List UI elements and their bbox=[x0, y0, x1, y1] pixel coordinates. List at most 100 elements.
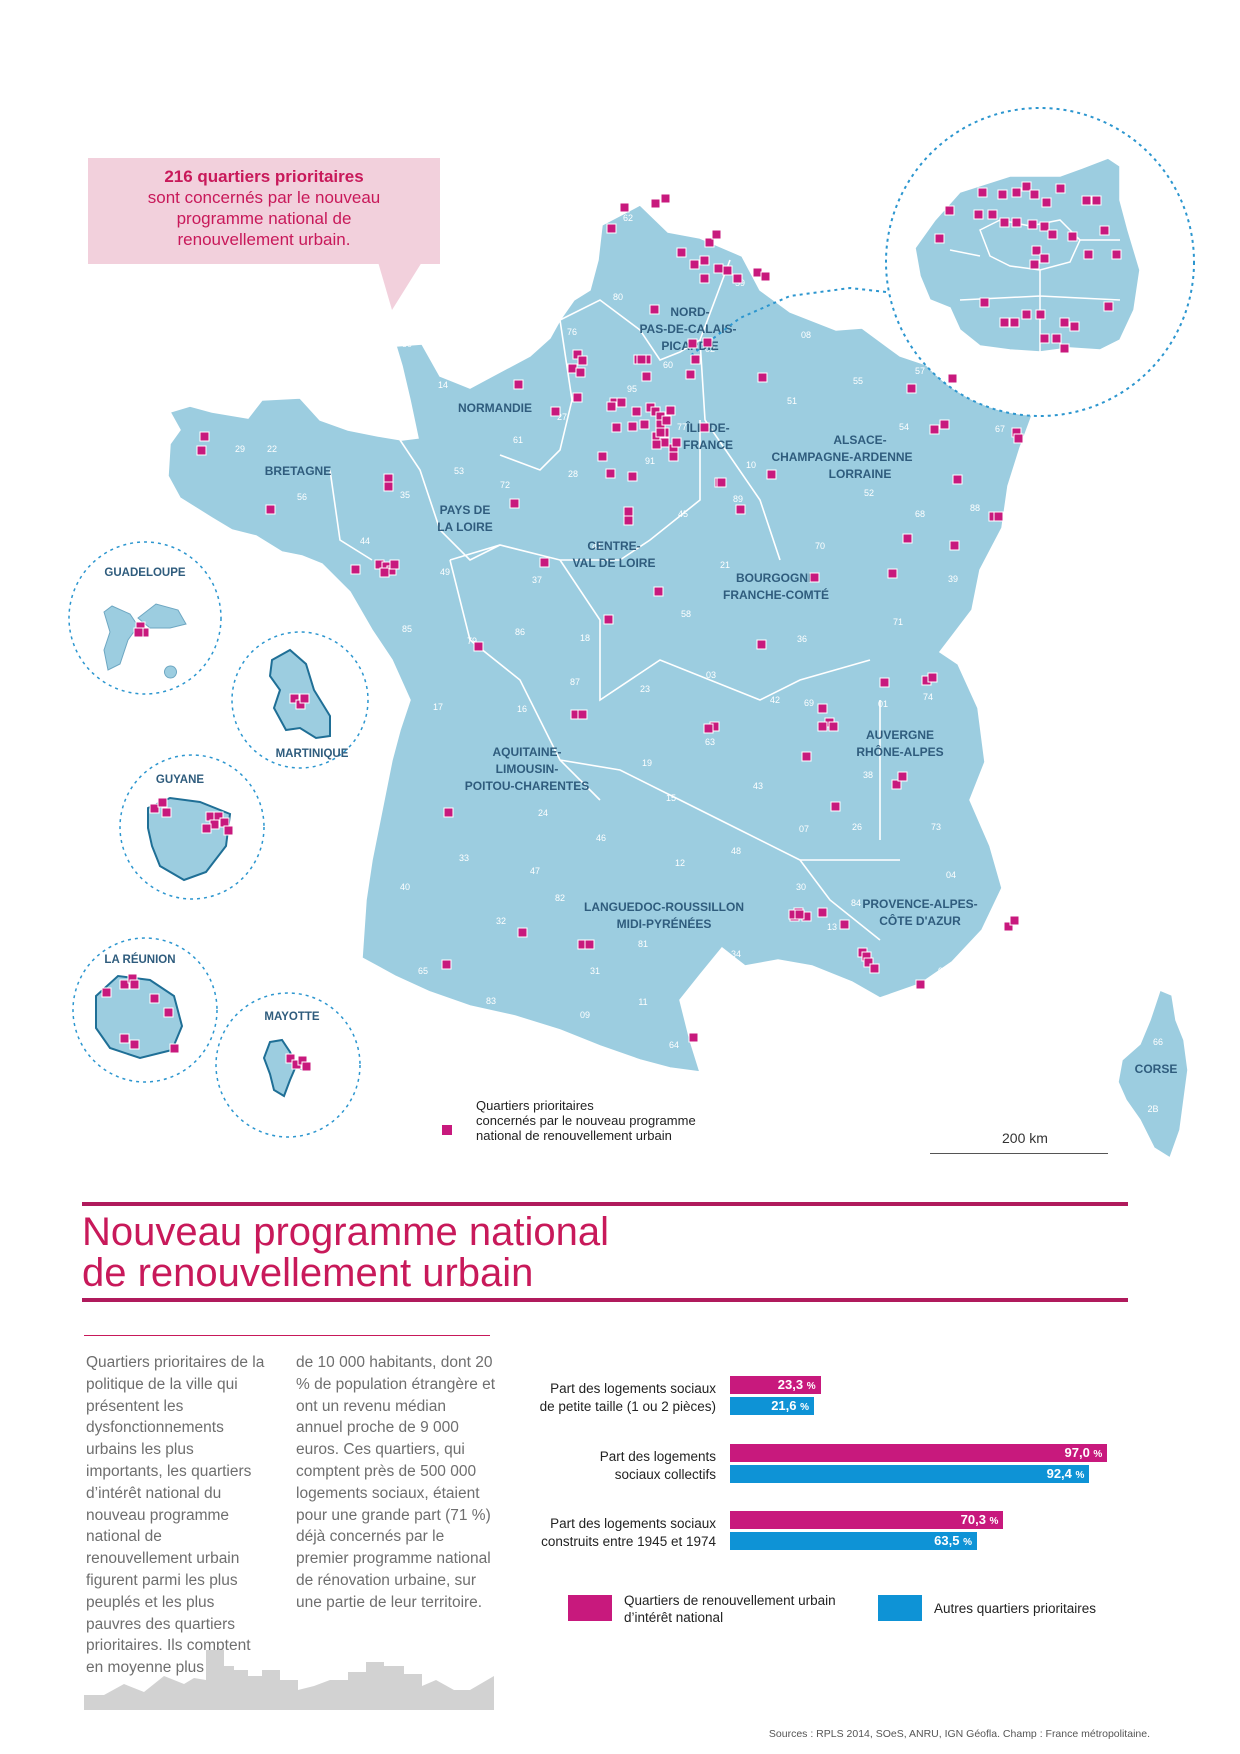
quartier-marker bbox=[577, 709, 588, 720]
dept-label: 95 bbox=[627, 384, 637, 394]
quartier-marker bbox=[661, 415, 672, 426]
quartier-marker bbox=[947, 373, 958, 384]
region-label-alpc: AQUITAINE- bbox=[492, 745, 561, 759]
dept-label: 33 bbox=[459, 853, 469, 863]
quartier-marker bbox=[584, 939, 595, 950]
quartier-marker bbox=[1011, 187, 1022, 198]
quartier-marker bbox=[1021, 181, 1032, 192]
quartier-marker bbox=[169, 1043, 180, 1054]
quartier-marker bbox=[119, 979, 130, 990]
dept-label: 07 bbox=[799, 824, 809, 834]
quartier-marker bbox=[944, 205, 955, 216]
quartier-marker bbox=[299, 693, 310, 704]
quartier-marker bbox=[627, 471, 638, 482]
inset-label-reunion: LA RÉUNION bbox=[104, 953, 175, 966]
dept-label: 49 bbox=[440, 567, 450, 577]
quartier-marker bbox=[1051, 333, 1062, 344]
legend-line: concernés par le nouveau programme bbox=[476, 1113, 696, 1128]
quartier-marker bbox=[939, 419, 950, 430]
quartier-marker bbox=[711, 229, 722, 240]
dept-label: 22 bbox=[267, 444, 277, 454]
scale-bar bbox=[930, 1153, 1108, 1154]
region-label-alpc: LIMOUSIN- bbox=[496, 762, 559, 776]
region-label-acal: CHAMPAGNE-ARDENNE bbox=[771, 450, 912, 464]
dept-label: 61 bbox=[513, 435, 523, 445]
chart-legend-line: Autres quartiers prioritaires bbox=[934, 1601, 1097, 1616]
category-label-line: de petite taille (1 ou 2 pièces) bbox=[539, 1399, 716, 1414]
category-label-line: Part des logements sociaux bbox=[550, 1516, 716, 1531]
legend-marker bbox=[442, 1125, 452, 1135]
quartier-marker bbox=[1067, 231, 1078, 242]
dept-label: 37 bbox=[532, 575, 542, 585]
category-label-line: construits entre 1945 et 1974 bbox=[541, 1534, 716, 1549]
callout-headline: 216 quartiers prioritaires bbox=[164, 167, 364, 186]
quartier-marker bbox=[1069, 321, 1080, 332]
dept-label: 87 bbox=[570, 677, 580, 687]
dept-label: 74 bbox=[923, 692, 933, 702]
dept-label: 25 bbox=[990, 574, 1000, 584]
quartier-marker bbox=[1031, 245, 1042, 256]
bar-value-unit: % bbox=[989, 1516, 999, 1527]
dept-label: 47 bbox=[530, 866, 540, 876]
scale-label: 200 km bbox=[1002, 1130, 1048, 1146]
quartier-marker bbox=[1083, 249, 1094, 260]
quartier-marker bbox=[699, 255, 710, 266]
category-label: Part des logements sociaux collectifs bbox=[526, 1448, 716, 1484]
quartier-marker bbox=[993, 511, 1004, 522]
chart-legend-label: Autres quartiers prioritaires bbox=[934, 1600, 1096, 1617]
bar-value-label: 70,3 % bbox=[960, 1512, 999, 1527]
quartier-marker bbox=[149, 803, 160, 814]
quartier-marker bbox=[671, 437, 682, 448]
quartier-marker bbox=[863, 957, 874, 968]
category-label-line: Part des logements bbox=[599, 1449, 716, 1464]
quartier-marker bbox=[839, 919, 850, 930]
dept-label: 62 bbox=[623, 213, 633, 223]
quartier-marker bbox=[101, 987, 112, 998]
region-label-ara: RHÔNE-ALPES bbox=[856, 744, 943, 759]
quartier-marker bbox=[688, 1032, 699, 1043]
quartier-marker bbox=[577, 355, 588, 366]
quartier-marker bbox=[987, 209, 998, 220]
bar: 97,0 % bbox=[730, 1444, 1108, 1462]
quartier-marker bbox=[1059, 343, 1070, 354]
dept-label: 39 bbox=[948, 574, 958, 584]
quartier-marker bbox=[129, 1039, 140, 1050]
quartier-marker bbox=[735, 504, 746, 515]
region-label-alpc: POITOU-CHARENTES bbox=[465, 779, 589, 793]
dept-label: 73 bbox=[931, 822, 941, 832]
quartier-marker bbox=[869, 963, 880, 974]
dept-label: 11 bbox=[638, 997, 647, 1007]
dept-label: 82 bbox=[555, 893, 565, 903]
quartier-marker bbox=[575, 367, 586, 378]
callout-line: sont concernés par le nouveau bbox=[147, 188, 381, 207]
quartier-marker bbox=[1039, 221, 1050, 232]
region-label-idf: FRANCE bbox=[683, 438, 733, 452]
region-label-paca: PROVENCE-ALPES- bbox=[862, 897, 977, 911]
quartier-marker bbox=[133, 627, 144, 638]
category-label: Part des logements sociaux de petite tail… bbox=[526, 1380, 716, 1416]
quartier-marker bbox=[223, 825, 234, 836]
quartier-marker bbox=[979, 297, 990, 308]
quartier-marker bbox=[897, 771, 908, 782]
mainland-france bbox=[167, 204, 1042, 1073]
quartier-marker bbox=[199, 431, 210, 442]
dept-label: 66 bbox=[1153, 1037, 1163, 1047]
region-label-bfc: FRANCHE-COMTÉ bbox=[723, 587, 829, 602]
quartier-marker bbox=[1029, 189, 1040, 200]
quartier-marker bbox=[379, 567, 390, 578]
dept-label: 30 bbox=[796, 882, 806, 892]
quartier-marker bbox=[665, 405, 676, 416]
quartier-marker bbox=[949, 540, 960, 551]
quartier-marker bbox=[1111, 249, 1122, 260]
quartier-marker bbox=[817, 907, 828, 918]
dept-label: 2B bbox=[1147, 1104, 1158, 1114]
dept-label: 04 bbox=[946, 870, 956, 880]
quartier-marker bbox=[704, 237, 715, 248]
bar-value-label: 92,4 % bbox=[1046, 1466, 1085, 1481]
dept-label: 71 bbox=[893, 617, 903, 627]
dept-label: 77 bbox=[677, 422, 687, 432]
quartier-marker bbox=[722, 265, 733, 276]
quartier-marker bbox=[606, 401, 617, 412]
bar-value-unit: % bbox=[1093, 1449, 1103, 1460]
quartier-marker bbox=[605, 468, 616, 479]
